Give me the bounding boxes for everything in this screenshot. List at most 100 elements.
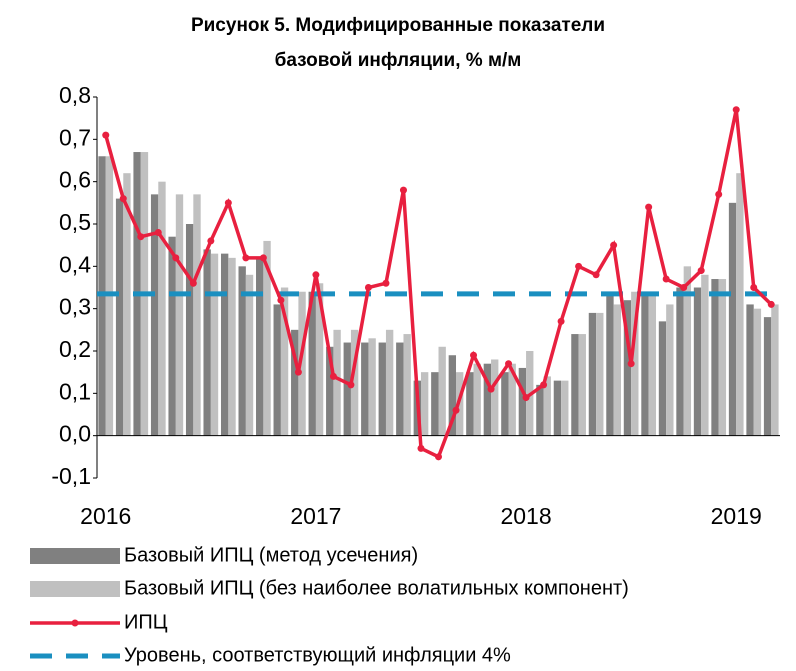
bar bbox=[403, 334, 411, 436]
bar bbox=[123, 173, 131, 436]
bar bbox=[683, 266, 692, 436]
bar bbox=[518, 367, 527, 436]
marker bbox=[399, 186, 407, 194]
bar bbox=[648, 291, 657, 436]
marker bbox=[119, 195, 127, 203]
bar bbox=[280, 287, 289, 436]
bar bbox=[291, 329, 299, 436]
bar bbox=[210, 253, 219, 436]
legend-swatch bbox=[71, 619, 79, 627]
bar bbox=[448, 355, 457, 436]
marker bbox=[680, 284, 688, 291]
legend-swatch bbox=[30, 548, 120, 564]
y-tick-label: 0,0 bbox=[59, 421, 91, 447]
bar bbox=[666, 304, 674, 436]
marker bbox=[732, 106, 740, 114]
bar bbox=[536, 384, 544, 436]
bar bbox=[588, 312, 597, 436]
marker bbox=[102, 131, 110, 139]
legend-swatch bbox=[30, 581, 120, 597]
marker bbox=[329, 372, 337, 380]
bar bbox=[508, 363, 516, 436]
marker bbox=[662, 275, 670, 283]
marker bbox=[224, 199, 232, 207]
bar bbox=[185, 224, 194, 436]
chart-title: базовой инфляции, % м/м bbox=[275, 50, 522, 71]
legend-label: Базовый ИПЦ (без наиболее волатильных ко… bbox=[124, 577, 629, 599]
marker bbox=[172, 254, 180, 262]
x-tick-label: 2019 bbox=[711, 503, 762, 529]
marker bbox=[645, 203, 653, 211]
bar bbox=[701, 274, 709, 436]
x-tick-label: 2017 bbox=[290, 503, 341, 529]
bar bbox=[753, 308, 762, 436]
bar bbox=[350, 329, 359, 436]
bar bbox=[543, 376, 551, 436]
y-tick-label: -0,1 bbox=[51, 463, 91, 489]
bar bbox=[736, 173, 744, 436]
bar bbox=[263, 240, 271, 436]
marker bbox=[575, 262, 583, 270]
legend-label: Уровень, соответствующий инфляции 4% bbox=[124, 644, 511, 666]
bar bbox=[115, 198, 124, 436]
bar bbox=[613, 304, 621, 436]
bar bbox=[571, 334, 579, 436]
bar bbox=[438, 346, 446, 436]
bar bbox=[378, 342, 386, 436]
bar bbox=[273, 304, 281, 436]
marker bbox=[557, 317, 565, 325]
bar bbox=[245, 274, 254, 436]
bar bbox=[771, 304, 779, 436]
bar bbox=[578, 334, 586, 436]
marker bbox=[697, 267, 705, 275]
bar bbox=[158, 181, 166, 436]
marker bbox=[189, 279, 197, 287]
bar bbox=[473, 363, 481, 436]
bar bbox=[220, 253, 229, 436]
marker bbox=[470, 351, 478, 359]
bar bbox=[728, 202, 737, 436]
y-tick-label: 0,4 bbox=[59, 251, 91, 277]
bar bbox=[641, 295, 649, 436]
marker bbox=[207, 237, 215, 245]
bar bbox=[298, 291, 306, 436]
y-tick-label: 0,7 bbox=[59, 124, 91, 150]
marker bbox=[137, 233, 145, 241]
bar bbox=[238, 266, 246, 436]
bar bbox=[168, 236, 176, 436]
bar bbox=[631, 291, 639, 436]
x-tick-label: 2016 bbox=[80, 503, 131, 529]
marker bbox=[522, 394, 530, 402]
y-tick-label: 0,5 bbox=[59, 209, 91, 235]
bar bbox=[228, 257, 236, 436]
bar bbox=[368, 338, 376, 436]
marker bbox=[347, 381, 355, 389]
y-tick-label: 0,8 bbox=[59, 82, 91, 108]
bar bbox=[746, 304, 754, 436]
bar bbox=[596, 312, 604, 436]
marker bbox=[259, 254, 267, 262]
y-tick-label: 0,3 bbox=[59, 294, 91, 320]
bar bbox=[203, 249, 211, 436]
bar bbox=[491, 359, 499, 436]
x-tick-label: 2018 bbox=[500, 503, 551, 529]
bar bbox=[385, 329, 394, 436]
bar bbox=[175, 194, 184, 436]
bar bbox=[150, 194, 159, 436]
bar bbox=[763, 317, 772, 436]
y-tick-label: 0,1 bbox=[59, 378, 91, 404]
bar bbox=[676, 287, 684, 436]
bar bbox=[606, 295, 614, 436]
marker bbox=[277, 296, 285, 304]
marker bbox=[382, 279, 390, 287]
chart-title: Рисунок 5. Модифицированные показатели bbox=[191, 15, 605, 36]
legend-label: Базовый ИПЦ (метод усечения) bbox=[124, 544, 418, 566]
bar bbox=[483, 363, 492, 436]
y-tick-label: 0,6 bbox=[59, 167, 91, 193]
bar bbox=[396, 342, 404, 436]
bar bbox=[693, 287, 702, 436]
marker bbox=[435, 453, 442, 461]
bar bbox=[718, 279, 727, 436]
bar bbox=[466, 372, 474, 436]
